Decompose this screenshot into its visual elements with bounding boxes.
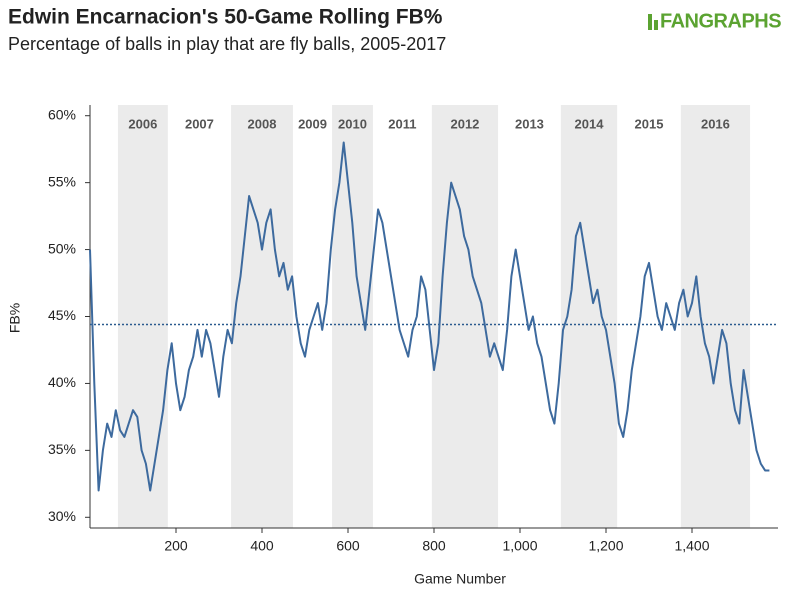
- season-label: 2011: [388, 116, 416, 131]
- x-tick-label: 1,200: [588, 538, 623, 554]
- season-label: 2007: [185, 116, 214, 131]
- chart-subtitle: Percentage of balls in play that are fly…: [8, 34, 446, 54]
- y-tick-label: 30%: [48, 508, 76, 524]
- logo-bar: [648, 14, 652, 30]
- season-band: [117, 105, 168, 528]
- season-band: [231, 105, 293, 528]
- y-tick-label: 45%: [48, 307, 76, 323]
- season-label: 2016: [701, 116, 730, 131]
- x-tick-label: 1,400: [674, 538, 709, 554]
- y-tick-label: 35%: [48, 441, 76, 457]
- season-label: 2015: [635, 116, 664, 131]
- logo: FANGRAPHS: [648, 10, 782, 32]
- logo-text: FANGRAPHS: [660, 10, 781, 32]
- season-band: [680, 105, 751, 528]
- y-tick-label: 40%: [48, 374, 76, 390]
- x-tick-label: 600: [336, 538, 360, 554]
- season-label: 2012: [450, 116, 479, 131]
- x-tick-label: 400: [250, 538, 274, 554]
- season-label: 2010: [338, 116, 367, 131]
- x-axis-label: Game Number: [414, 571, 506, 587]
- season-band: [560, 105, 618, 528]
- x-tick-label: 200: [164, 538, 188, 554]
- y-axis-label: FB%: [7, 303, 23, 333]
- x-tick-label: 800: [422, 538, 446, 554]
- y-tick-label: 60%: [48, 106, 76, 122]
- chart-title: Edwin Encarnacion's 50-Game Rolling FB%: [8, 6, 443, 29]
- season-label: 2009: [298, 116, 327, 131]
- x-tick-label: 1,000: [502, 538, 537, 554]
- y-tick-label: 50%: [48, 240, 76, 256]
- season-label: 2006: [128, 116, 157, 131]
- data-line: [89, 141, 770, 492]
- season-band: [431, 105, 499, 528]
- season-label: 2014: [575, 116, 605, 131]
- season-label: 2013: [515, 116, 544, 131]
- logo-bar: [654, 20, 658, 30]
- season-label: 2008: [248, 116, 277, 131]
- y-tick-label: 55%: [48, 173, 76, 189]
